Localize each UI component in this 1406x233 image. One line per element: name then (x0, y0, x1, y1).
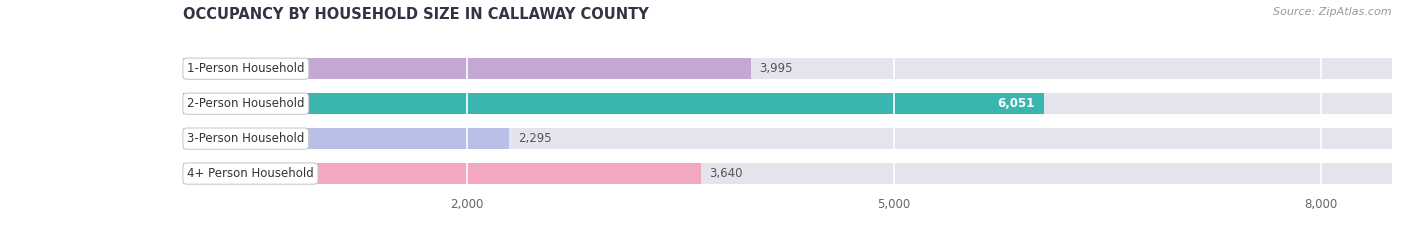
Bar (183, 128, 509, 149)
Bar (183, 93, 1392, 114)
Text: 2,295: 2,295 (517, 132, 551, 145)
Bar (183, 128, 1392, 149)
Text: 6,051: 6,051 (998, 97, 1035, 110)
Text: 3,995: 3,995 (759, 62, 793, 75)
Text: 4+ Person Household: 4+ Person Household (187, 167, 314, 180)
Text: OCCUPANCY BY HOUSEHOLD SIZE IN CALLAWAY COUNTY: OCCUPANCY BY HOUSEHOLD SIZE IN CALLAWAY … (183, 7, 648, 22)
Text: 1-Person Household: 1-Person Household (187, 62, 305, 75)
Text: 3-Person Household: 3-Person Household (187, 132, 305, 145)
Text: Source: ZipAtlas.com: Source: ZipAtlas.com (1274, 7, 1392, 17)
Bar (183, 58, 751, 79)
Bar (183, 163, 1392, 184)
Bar (183, 163, 700, 184)
Text: 3,640: 3,640 (709, 167, 742, 180)
Bar (183, 93, 1043, 114)
Bar (183, 58, 1392, 79)
Text: 2-Person Household: 2-Person Household (187, 97, 305, 110)
